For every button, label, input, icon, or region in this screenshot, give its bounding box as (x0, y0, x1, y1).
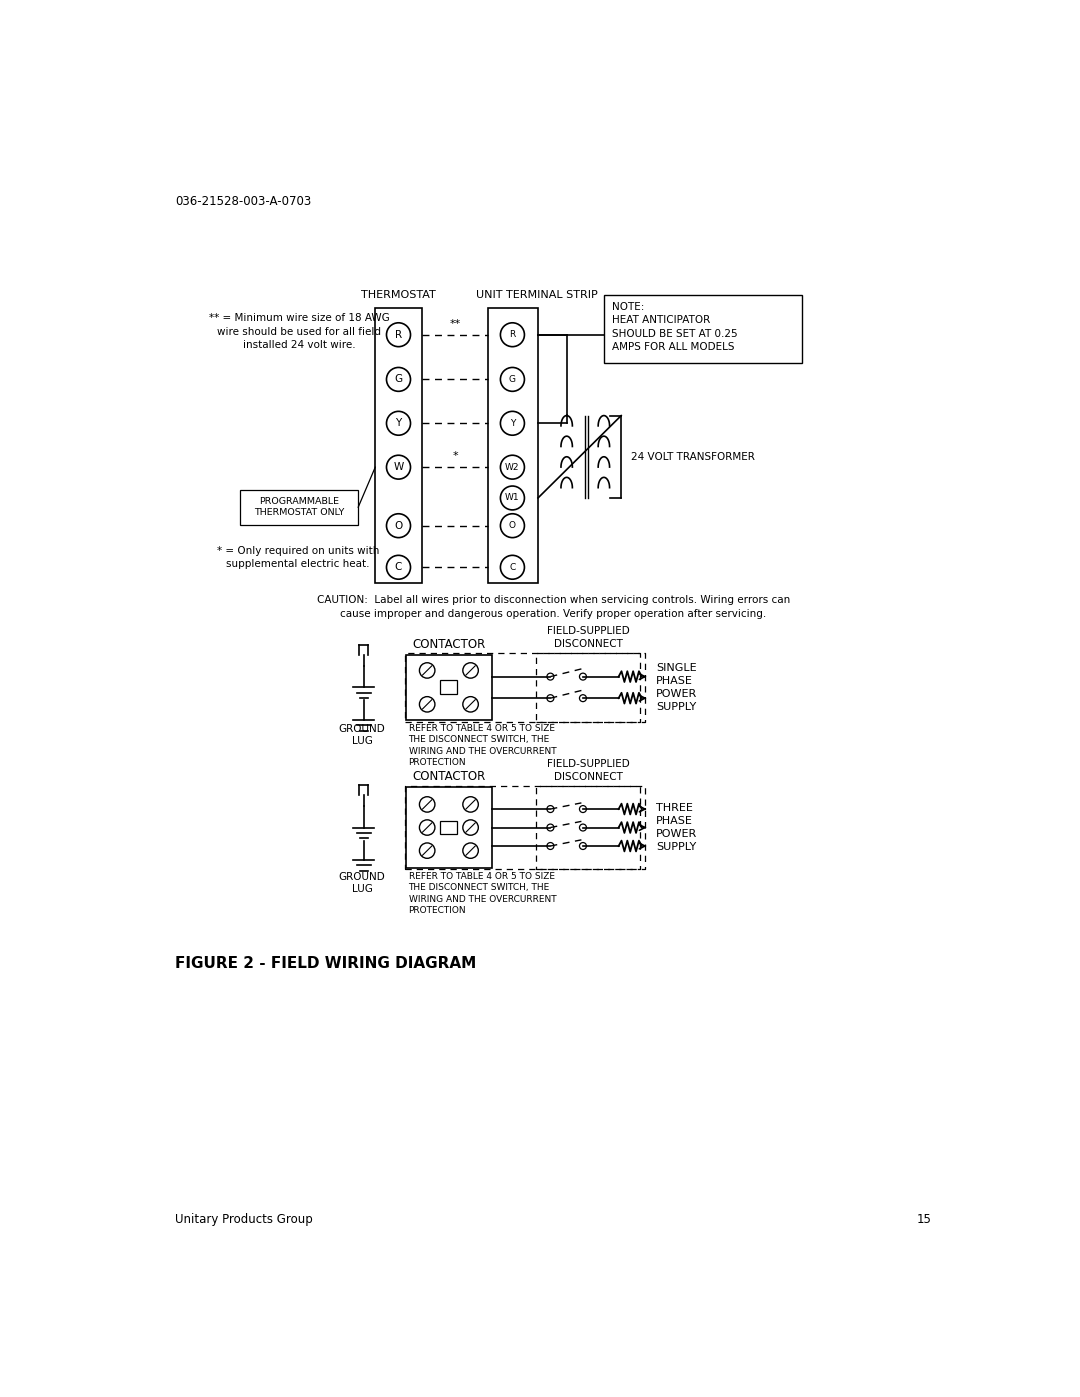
Text: THERMOSTAT: THERMOSTAT (361, 291, 436, 300)
Text: *: * (453, 451, 458, 461)
Text: 036-21528-003-A-0703: 036-21528-003-A-0703 (175, 194, 311, 208)
Bar (441, 680, 458, 694)
Text: UNIT TERMINAL STRIP: UNIT TERMINAL STRIP (475, 291, 597, 300)
Bar (488, 307, 538, 583)
Text: G: G (394, 374, 403, 384)
Text: GROUND
LUG: GROUND LUG (339, 724, 386, 746)
Text: SINGLE
PHASE
POWER
SUPPLY: SINGLE PHASE POWER SUPPLY (656, 664, 697, 711)
Text: REFER TO TABLE 4 OR 5 TO SIZE
THE DISCONNECT SWITCH, THE
WIRING AND THE OVERCURR: REFER TO TABLE 4 OR 5 TO SIZE THE DISCON… (408, 872, 556, 915)
Text: O: O (394, 521, 403, 531)
Text: PROGRAMMABLE
THERMOSTAT ONLY: PROGRAMMABLE THERMOSTAT ONLY (254, 497, 345, 517)
Text: FIGURE 2 - FIELD WIRING DIAGRAM: FIGURE 2 - FIELD WIRING DIAGRAM (175, 956, 476, 971)
Text: W: W (393, 462, 404, 472)
Text: **: ** (449, 319, 461, 328)
Bar (604, 295, 801, 363)
Text: Y: Y (395, 418, 402, 429)
Text: CONTACTOR: CONTACTOR (413, 770, 486, 784)
Bar (441, 820, 458, 834)
Text: * = Only required on units with
supplemental electric heat.: * = Only required on units with suppleme… (217, 546, 379, 570)
Text: FIELD-SUPPLIED
DISCONNECT: FIELD-SUPPLIED DISCONNECT (546, 759, 630, 782)
Text: 15: 15 (917, 1214, 932, 1227)
Text: R: R (510, 330, 515, 339)
Text: GROUND
LUG: GROUND LUG (339, 872, 386, 894)
Text: FIELD-SUPPLIED
DISCONNECT: FIELD-SUPPLIED DISCONNECT (546, 626, 630, 650)
Text: W2: W2 (505, 462, 519, 472)
Text: CONTACTOR: CONTACTOR (413, 638, 486, 651)
Text: THREE
PHASE
POWER
SUPPLY: THREE PHASE POWER SUPPLY (656, 803, 697, 852)
Text: G: G (509, 374, 516, 384)
Text: R: R (395, 330, 402, 339)
Text: REFER TO TABLE 4 OR 5 TO SIZE
THE DISCONNECT SWITCH, THE
WIRING AND THE OVERCURR: REFER TO TABLE 4 OR 5 TO SIZE THE DISCON… (408, 724, 556, 767)
Text: Unitary Products Group: Unitary Products Group (175, 1214, 313, 1227)
Text: W1: W1 (505, 493, 519, 503)
Bar (406, 787, 491, 868)
Bar (241, 489, 359, 525)
Text: C: C (510, 563, 515, 571)
Text: NOTE:
HEAT ANTICIPATOR
SHOULD BE SET AT 0.25
AMPS FOR ALL MODELS: NOTE: HEAT ANTICIPATOR SHOULD BE SET AT … (611, 302, 738, 352)
Text: ** = Minimum wire size of 18 AWG
wire should be used for all field
installed 24 : ** = Minimum wire size of 18 AWG wire sh… (208, 313, 390, 351)
Text: Y: Y (510, 419, 515, 427)
Bar (406, 655, 491, 719)
Text: O: O (509, 521, 516, 531)
Bar (375, 307, 422, 583)
Text: 24 VOLT TRANSFORMER: 24 VOLT TRANSFORMER (632, 451, 755, 462)
Text: C: C (395, 562, 402, 573)
Text: CAUTION:  Label all wires prior to disconnection when servicing controls. Wiring: CAUTION: Label all wires prior to discon… (316, 595, 791, 619)
